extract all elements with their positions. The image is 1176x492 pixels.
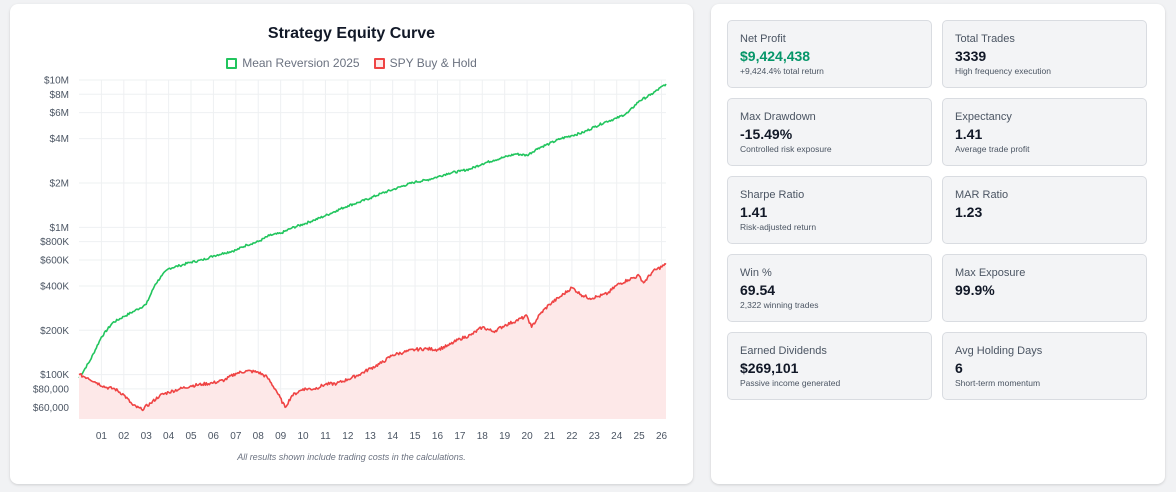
x-tick-label: 02: [118, 431, 130, 442]
y-tick-label: $60,000: [33, 403, 70, 414]
x-tick-label: 24: [611, 431, 623, 442]
x-tick-label: 26: [656, 431, 668, 442]
stat-card-total-trades: Total Trades 3339 High frequency execution: [942, 20, 1147, 88]
y-tick-label: $80,000: [33, 384, 70, 395]
x-tick-label: 09: [275, 431, 287, 442]
stat-value: 3339: [955, 48, 987, 64]
stat-label: Avg Holding Days: [955, 345, 1043, 357]
x-tick-label: 05: [185, 431, 197, 442]
stat-label: Win %: [740, 267, 772, 279]
series-line-spy: [78, 262, 667, 412]
stat-subtext: Short-term momentum: [955, 378, 1041, 388]
y-tick-label: $1M: [50, 223, 69, 234]
legend-swatch-mean-reversion: [226, 57, 238, 69]
x-tick-label: 23: [589, 431, 601, 442]
x-tick-label: 20: [522, 431, 534, 442]
stat-label: Total Trades: [955, 33, 1015, 45]
legend-label-mean-reversion: Mean Reversion 2025: [242, 56, 360, 70]
stat-label: MAR Ratio: [955, 189, 1009, 201]
x-tick-label: 15: [410, 431, 422, 442]
stat-subtext: High frequency execution: [955, 66, 1051, 76]
stat-value: 1.41: [740, 204, 768, 220]
equity-chart-card: Strategy Equity Curve Mean Reversion 202…: [10, 4, 693, 484]
stat-label: Max Drawdown: [740, 111, 816, 123]
stat-subtext: Passive income generated: [740, 378, 841, 388]
x-tick-label: 03: [141, 431, 153, 442]
x-tick-label: 14: [387, 431, 399, 442]
x-tick-label: 18: [477, 431, 489, 442]
stat-value: 6: [955, 360, 963, 376]
x-tick-label: 04: [163, 431, 175, 442]
y-tick-label: $100K: [40, 370, 69, 381]
stat-value: 1.23: [955, 204, 983, 220]
stat-card-sharpe-ratio: Sharpe Ratio 1.41 Risk-adjusted return: [727, 176, 932, 244]
x-tick-label: 17: [454, 431, 466, 442]
stat-subtext: 2,322 winning trades: [740, 300, 819, 310]
y-tick-label: $400K: [40, 281, 69, 292]
legend-swatch-spy: [373, 57, 385, 69]
x-tick-label: 01: [96, 431, 108, 442]
x-tick-label: 06: [208, 431, 220, 442]
x-tick-label: 16: [432, 431, 444, 442]
legend-item-mean-reversion[interactable]: Mean Reversion 2025: [226, 56, 360, 70]
chart-footnote: All results shown include trading costs …: [237, 452, 466, 462]
stat-subtext: Average trade profit: [955, 144, 1030, 154]
series-line-mean-reversion: [78, 83, 667, 379]
x-tick-label: 13: [365, 431, 377, 442]
x-tick-label: 11: [320, 431, 331, 442]
x-tick-label: 10: [297, 431, 309, 442]
stat-value: 99.9%: [955, 282, 995, 298]
x-tick-label: 08: [253, 431, 265, 442]
x-tick-label: 07: [230, 431, 242, 442]
y-tick-label: $200K: [40, 326, 69, 337]
x-tick-label: 21: [544, 431, 556, 442]
legend-item-spy[interactable]: SPY Buy & Hold: [373, 56, 477, 70]
stat-label: Earned Dividends: [740, 345, 827, 357]
y-tick-label: $4M: [50, 134, 69, 145]
stat-card-win: Win % 69.54 2,322 winning trades: [727, 254, 932, 322]
stat-card-expectancy: Expectancy 1.41 Average trade profit: [942, 98, 1147, 166]
x-tick-label: 22: [566, 431, 578, 442]
stat-value: 69.54: [740, 282, 776, 298]
y-tick-label: $8M: [50, 90, 69, 101]
stat-label: Max Exposure: [955, 267, 1026, 279]
stat-card-earned-dividends: Earned Dividends $269,101 Passive income g…: [727, 332, 932, 400]
y-tick-label: $800K: [40, 237, 69, 248]
stat-subtext: Controlled risk exposure: [740, 144, 832, 154]
stat-value: $269,101: [740, 360, 799, 376]
stat-label: Expectancy: [955, 111, 1012, 123]
x-tick-label: 19: [499, 431, 511, 442]
y-tick-label: $2M: [50, 178, 69, 189]
x-tick-label: 12: [342, 431, 354, 442]
legend-label-spy: SPY Buy & Hold: [389, 56, 477, 70]
stat-card-max-exposure: Max Exposure 99.9%: [942, 254, 1147, 322]
stat-value: -15.49%: [740, 126, 793, 142]
y-tick-label: $6M: [50, 108, 69, 119]
stat-card-net-profit: Net Profit $9,424,438 +9,424.4% total retu…: [727, 20, 932, 88]
equity-chart-plot: $10M $8M $6M $4M $2M $1M $800K $600K $400K $200K $…: [33, 76, 668, 443]
x-tick-label: 25: [634, 431, 646, 442]
stat-subtext: Risk-adjusted return: [740, 222, 817, 232]
y-tick-label: $600K: [40, 256, 69, 267]
chart-legend: Mean Reversion 2025 SPY Buy & Hold: [10, 56, 693, 70]
stat-label: Net Profit: [740, 33, 786, 45]
stat-value: 1.41: [955, 126, 983, 142]
stat-value: $9,424,438: [740, 48, 811, 64]
stat-card-mar-ratio: MAR Ratio 1.23: [942, 176, 1147, 244]
stat-card-max-drawdown: Max Drawdown -15.49% Controlled risk expos…: [727, 98, 932, 166]
chart-title: Strategy Equity Curve: [267, 25, 436, 42]
y-tick-label: $10M: [44, 76, 69, 87]
stat-card-avg-holding-days: Avg Holding Days 6 Short-term momentum: [942, 332, 1147, 400]
stat-subtext: +9,424.4% total return: [740, 66, 824, 76]
stat-label: Sharpe Ratio: [740, 189, 805, 201]
series-area-spy: [79, 263, 666, 419]
stats-card: Net Profit $9,424,438 +9,424.4% total retu…: [711, 4, 1165, 484]
